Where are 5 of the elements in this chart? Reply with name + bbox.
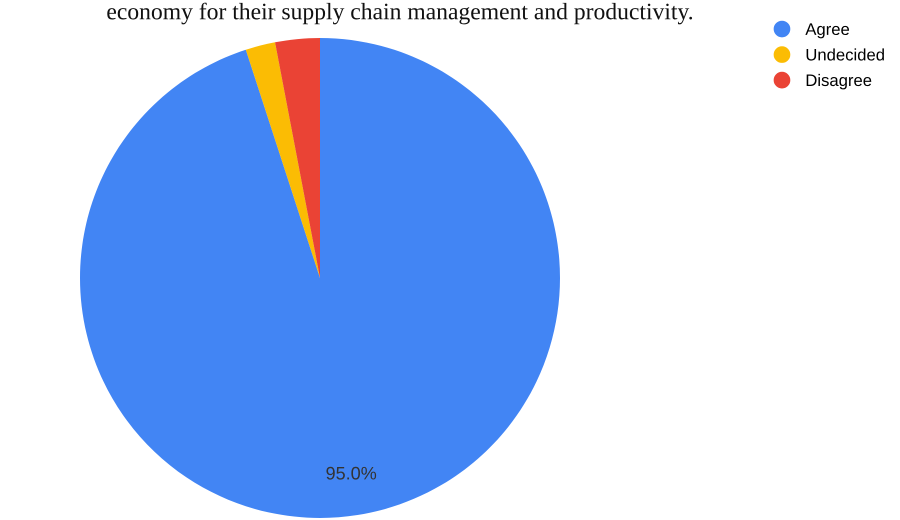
legend-label: Undecided — [806, 48, 884, 61]
data-label: 95.0% — [326, 466, 376, 480]
chart-title: economy for their supply chain management and productivity. — [107, 2, 692, 24]
legend-label: Disagree — [806, 74, 872, 90]
legend-label: Agree — [805, 23, 850, 38]
